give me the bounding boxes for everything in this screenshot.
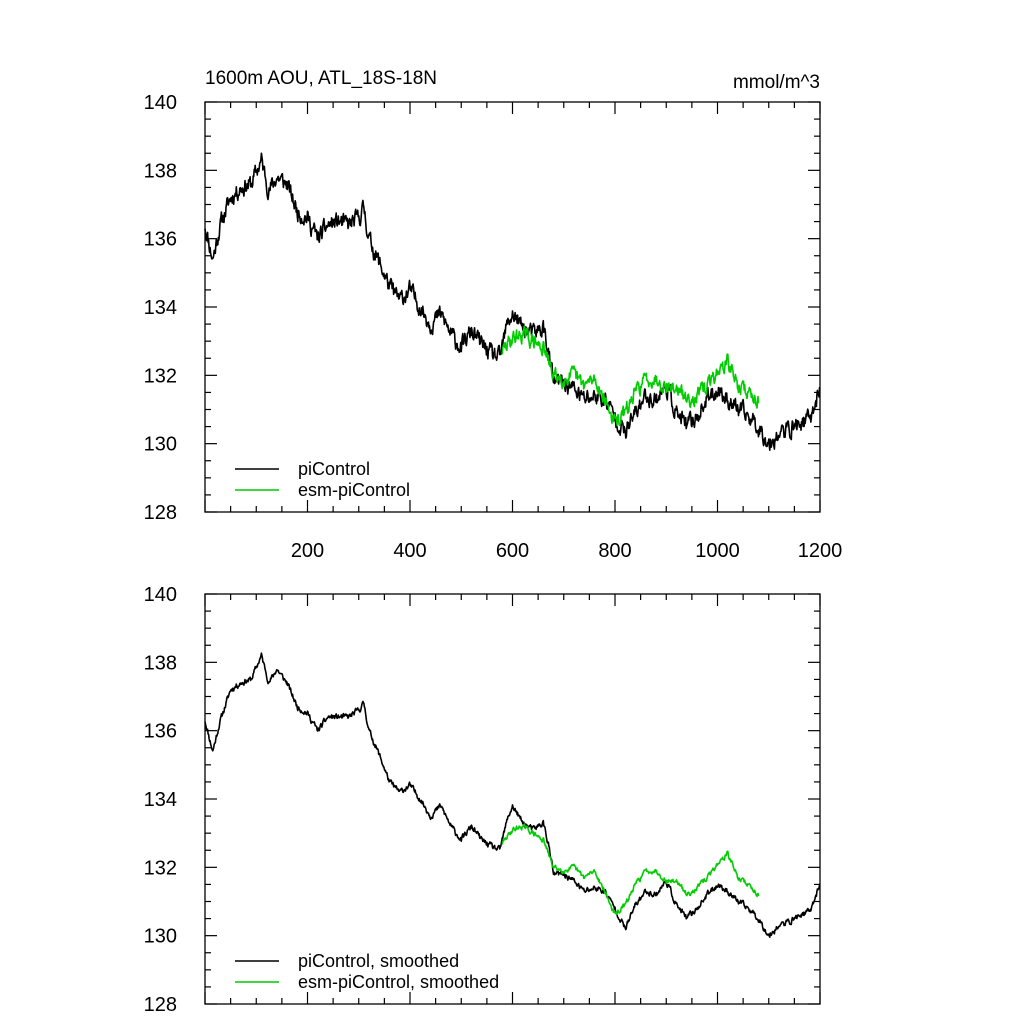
legend-label-esm-picontrol-smoothed: esm-piControl, smoothed	[298, 972, 499, 992]
x-tick-label: 800	[598, 540, 631, 562]
x-tick-label: 200	[291, 540, 324, 562]
series-line-esm-picontrol	[501, 325, 760, 427]
y-tick-label: 136	[144, 229, 177, 251]
bottom-panel: 128 130 132 134 136 138 140 piControl, smoothe…	[144, 584, 821, 1016]
legend-label-picontrol-smoothed: piControl, smoothed	[298, 951, 459, 971]
y-tick-label: 132	[144, 365, 177, 387]
top-panel: 1600m AOU, ATL_18S-18N mmol/m^3 128 130 13…	[144, 68, 843, 562]
x-tick-label: 600	[496, 540, 529, 562]
bottom-panel-frame	[204, 593, 821, 1005]
y-tick-label: 134	[144, 297, 177, 319]
units-label: mmol/m^3	[733, 72, 820, 93]
legend-label-esm-picontrol: esm-piControl	[298, 480, 410, 500]
y-tick-label: 130	[144, 926, 177, 948]
y-tick-label: 128	[144, 502, 177, 524]
series-line-esm-picontrol-smoothed	[501, 823, 760, 916]
series-line-picontrol-smoothed	[204, 652, 821, 939]
y-tick-label: 132	[144, 857, 177, 879]
y-tick-label: 140	[144, 92, 177, 114]
x-tick-label: 1000	[695, 540, 740, 562]
y-tick-label: 134	[144, 789, 177, 811]
top-panel-frame	[204, 101, 821, 513]
top-panel-ticks: 128 130 132 134 136 138 140 200 400 600 800 1000 120…	[144, 92, 843, 562]
y-tick-label: 130	[144, 434, 177, 456]
chart-title: 1600m AOU, ATL_18S-18N	[205, 68, 437, 89]
y-tick-label: 136	[144, 721, 177, 743]
legend-label-picontrol: piControl	[298, 459, 370, 479]
x-tick-label: 1200	[798, 540, 843, 562]
y-tick-label: 138	[144, 652, 177, 674]
x-tick-label: 400	[393, 540, 426, 562]
y-tick-label: 138	[144, 160, 177, 182]
bottom-panel-legend: piControl, smoothed esm-piControl, smoot…	[235, 951, 499, 992]
y-tick-label: 140	[144, 584, 177, 606]
top-panel-legend: piControl esm-piControl	[235, 459, 410, 500]
top-panel-series	[204, 152, 821, 452]
y-tick-label: 128	[144, 994, 177, 1016]
series-line-picontrol	[204, 152, 821, 452]
bottom-panel-series	[204, 652, 821, 939]
